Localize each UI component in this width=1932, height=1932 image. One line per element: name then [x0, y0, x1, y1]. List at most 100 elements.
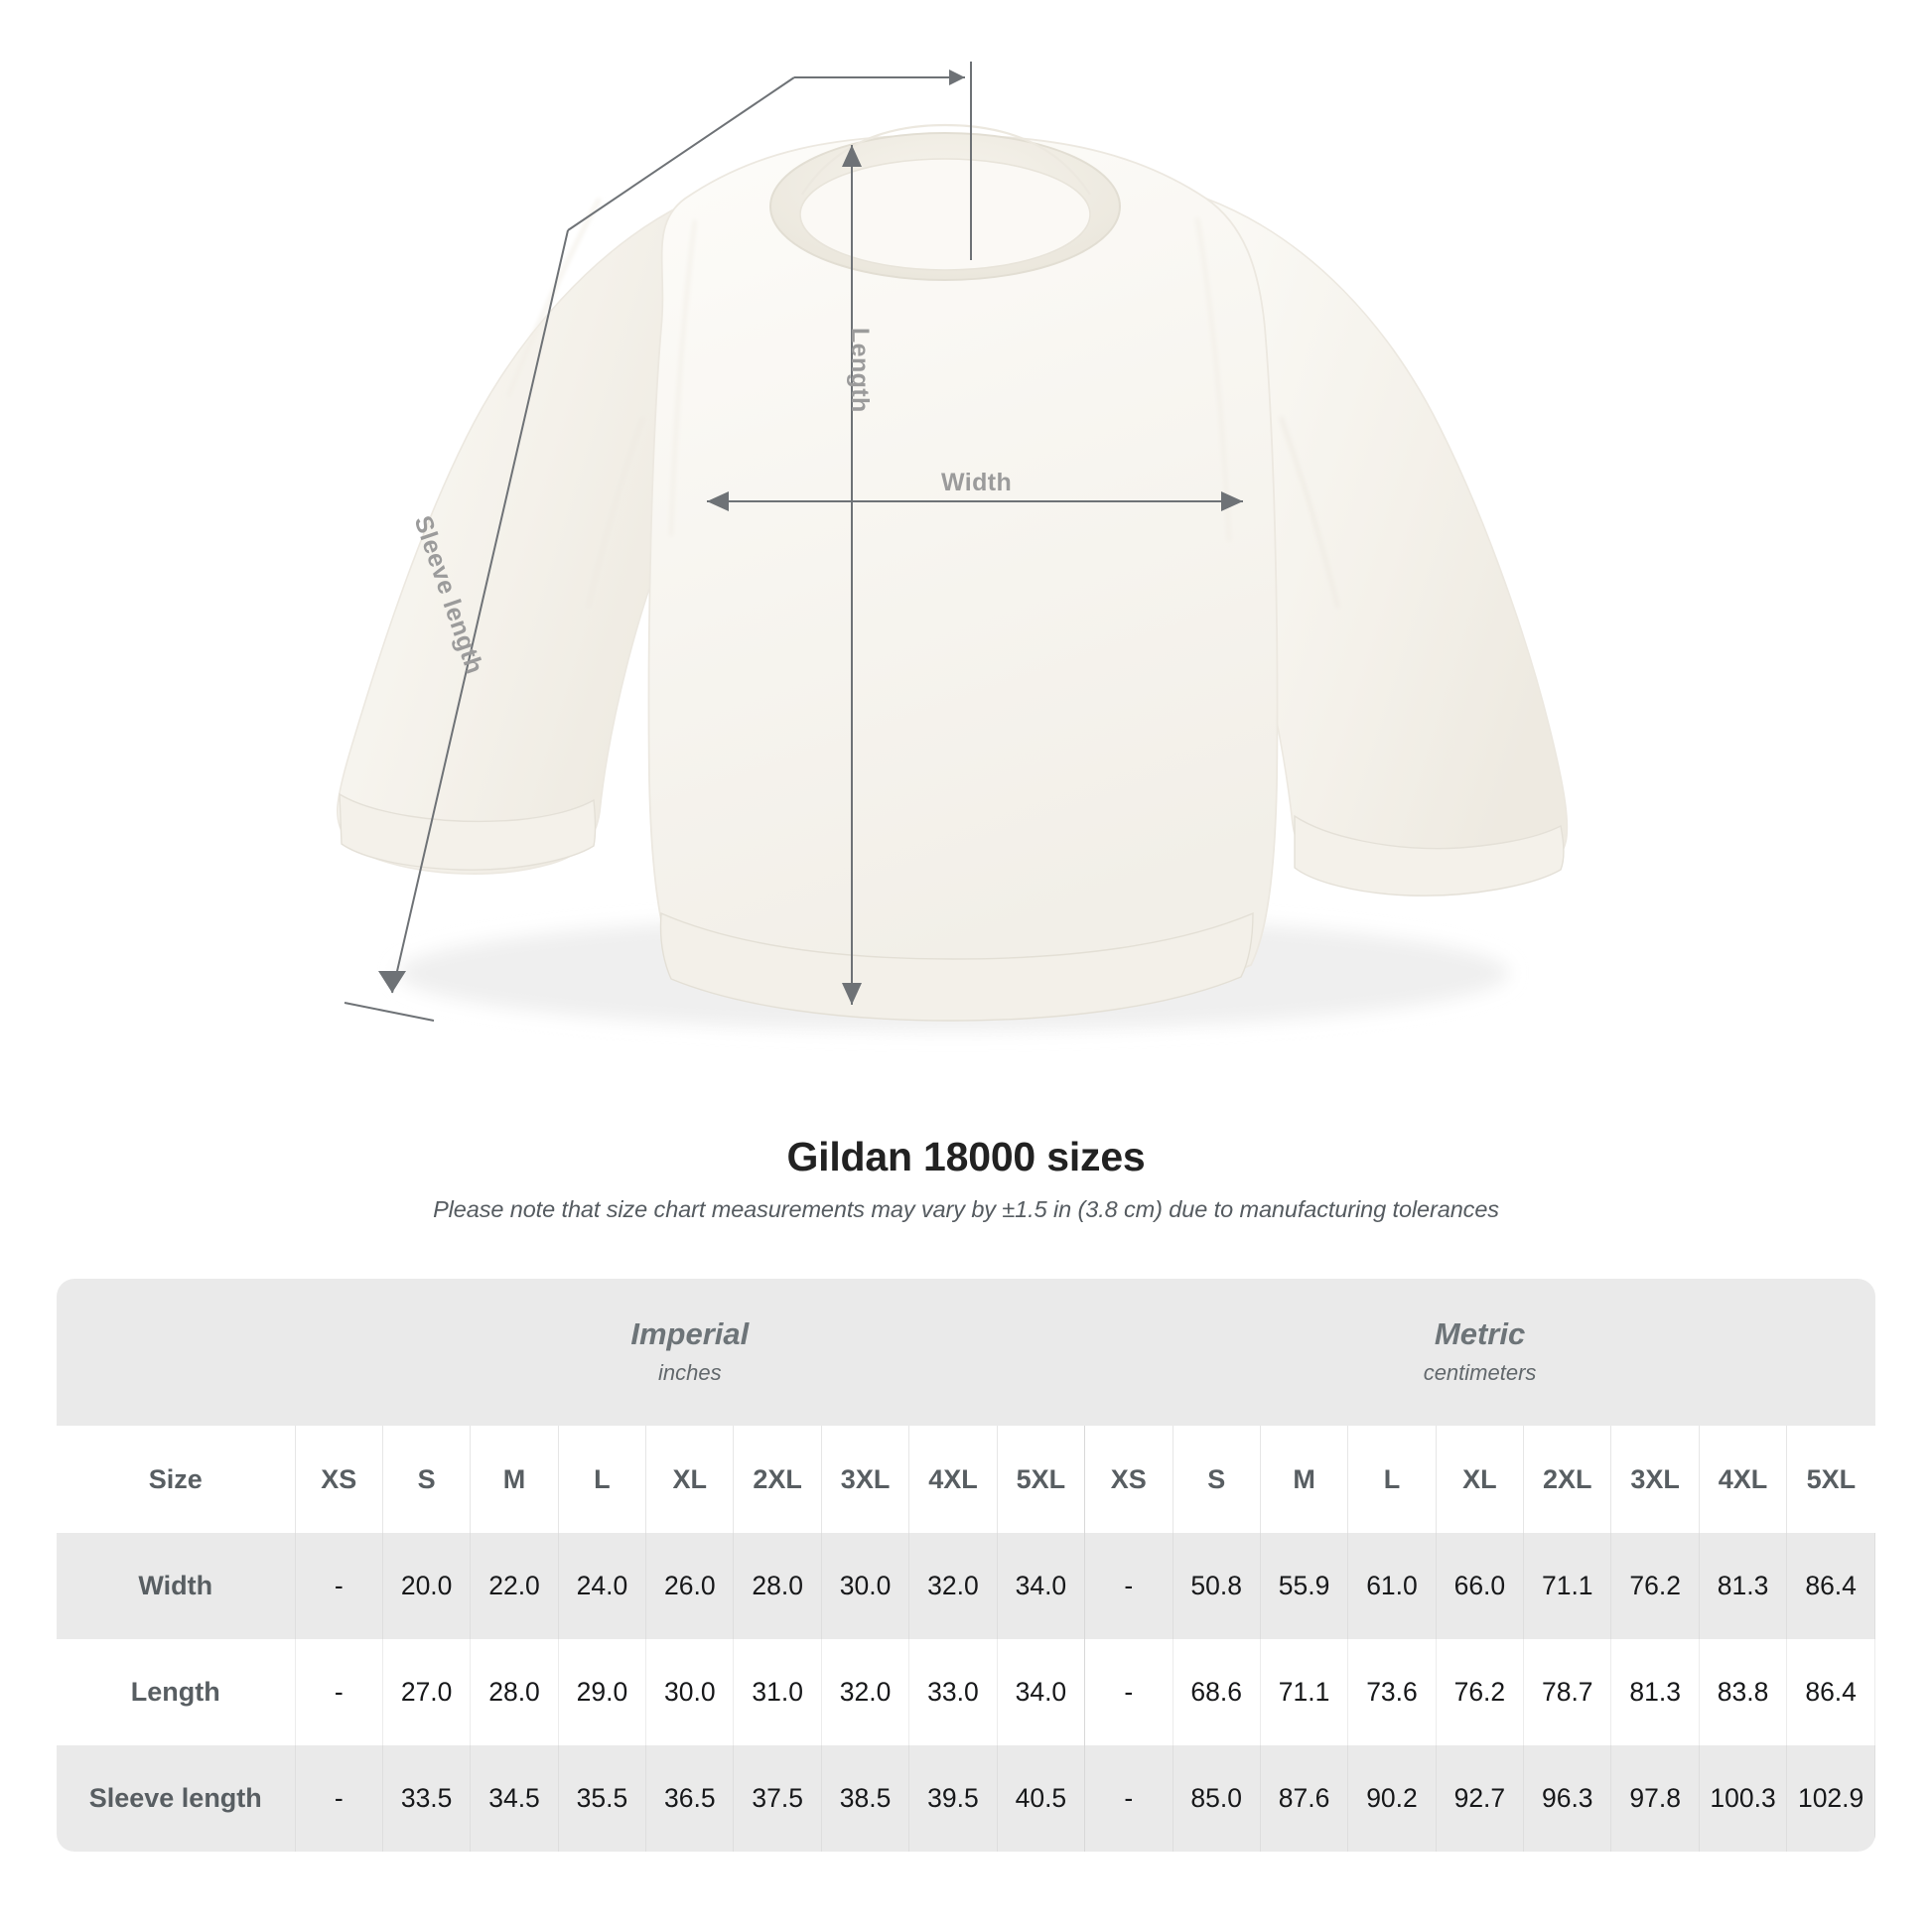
- unit-header-row: Imperial inches Metric centimeters: [57, 1279, 1875, 1426]
- garment-illustration: [337, 62, 1569, 1031]
- row-label-sleeve-length: Sleeve length: [57, 1745, 296, 1852]
- tolerance-note: Please note that size chart measurements…: [433, 1196, 1499, 1223]
- size-col-metric-4xl: 4XL: [1699, 1426, 1788, 1533]
- cell-sleeve-metric-l: 90.2: [1347, 1745, 1437, 1852]
- size-col-imperial-s: S: [382, 1426, 472, 1533]
- cell-sleeve-imperial-l: 35.5: [558, 1745, 647, 1852]
- cell-width-imperial-xs: -: [295, 1533, 383, 1639]
- sleeve-length-line: [391, 229, 569, 994]
- cell-width-metric-2xl: 71.1: [1523, 1533, 1612, 1639]
- cell-width-metric-4xl: 81.3: [1699, 1533, 1788, 1639]
- cell-width-metric-xl: 66.0: [1436, 1533, 1525, 1639]
- sleeve-length-arrowhead: [378, 971, 406, 993]
- row-label-width: Width: [57, 1533, 296, 1639]
- cell-sleeve-metric-m: 87.6: [1260, 1745, 1349, 1852]
- cell-length-imperial-2xl: 31.0: [733, 1639, 822, 1745]
- cell-sleeve-imperial-3xl: 38.5: [821, 1745, 910, 1852]
- cell-length-imperial-xl: 30.0: [645, 1639, 735, 1745]
- size-col-imperial-m: M: [470, 1426, 559, 1533]
- cell-length-imperial-m: 28.0: [470, 1639, 559, 1745]
- size-col-metric-3xl: 3XL: [1610, 1426, 1700, 1533]
- unit-header-metric: Metric centimeters: [1084, 1279, 1875, 1426]
- cell-width-metric-s: 50.8: [1173, 1533, 1261, 1639]
- cell-width-imperial-5xl: 34.0: [997, 1533, 1086, 1639]
- size-chart-table: Imperial inches Metric centimeters Size …: [57, 1279, 1875, 1852]
- cell-sleeve-metric-xs: -: [1084, 1745, 1173, 1852]
- page-title: Gildan 18000 sizes: [786, 1134, 1146, 1179]
- cell-sleeve-metric-xl: 92.7: [1436, 1745, 1525, 1852]
- size-header-label: Size: [57, 1426, 296, 1533]
- cell-width-imperial-l: 24.0: [558, 1533, 647, 1639]
- size-col-imperial-2xl: 2XL: [733, 1426, 822, 1533]
- unit-header-spacer: [57, 1279, 296, 1426]
- cell-length-metric-2xl: 78.7: [1523, 1639, 1612, 1745]
- size-col-metric-s: S: [1173, 1426, 1261, 1533]
- cell-length-metric-l: 73.6: [1347, 1639, 1437, 1745]
- unit-sub-imperial: inches: [658, 1359, 722, 1385]
- size-col-metric-m: M: [1260, 1426, 1349, 1533]
- cell-length-imperial-3xl: 32.0: [821, 1639, 910, 1745]
- cell-sleeve-imperial-m: 34.5: [470, 1745, 559, 1852]
- garment-diagram: Length Width Sleeve length: [337, 62, 1569, 1031]
- cell-length-metric-4xl: 83.8: [1699, 1639, 1788, 1745]
- cell-length-imperial-l: 29.0: [558, 1639, 647, 1745]
- cell-width-metric-l: 61.0: [1347, 1533, 1437, 1639]
- unit-sub-metric: centimeters: [1423, 1359, 1537, 1385]
- size-col-imperial-3xl: 3XL: [821, 1426, 910, 1533]
- size-col-imperial-4xl: 4XL: [908, 1426, 998, 1533]
- cell-sleeve-imperial-2xl: 37.5: [733, 1745, 822, 1852]
- cell-length-metric-5xl: 86.4: [1786, 1639, 1875, 1745]
- size-chart-table-container: Imperial inches Metric centimeters Size …: [57, 1279, 1875, 1852]
- length-arrowhead-top: [842, 145, 862, 167]
- unit-header-imperial: Imperial inches: [295, 1279, 1085, 1426]
- measurement-guides: [344, 62, 1243, 1022]
- size-col-imperial-xl: XL: [645, 1426, 735, 1533]
- unit-name-imperial: Imperial: [630, 1316, 750, 1352]
- size-col-imperial-xs: XS: [295, 1426, 383, 1533]
- table-row: Width - 20.0 22.0 24.0 26.0 28.0 30.0 32…: [57, 1533, 1875, 1639]
- width-arrowhead-right: [1221, 491, 1243, 511]
- row-label-length: Length: [57, 1639, 296, 1745]
- width-measurement-label: Width: [941, 469, 1013, 496]
- table-row: Sleeve length - 33.5 34.5 35.5 36.5 37.5…: [57, 1745, 1875, 1852]
- cell-width-imperial-m: 22.0: [470, 1533, 559, 1639]
- cell-width-imperial-4xl: 32.0: [908, 1533, 998, 1639]
- sleeve-leader-diagonal: [567, 76, 795, 231]
- sweatshirt-graphic: [337, 123, 1569, 1022]
- cell-sleeve-imperial-4xl: 39.5: [908, 1745, 998, 1852]
- unit-name-metric: Metric: [1434, 1316, 1526, 1352]
- width-arrowhead-left: [707, 491, 729, 511]
- cell-length-imperial-5xl: 34.0: [997, 1639, 1086, 1745]
- cell-length-metric-m: 71.1: [1260, 1639, 1349, 1745]
- cell-length-imperial-xs: -: [295, 1639, 383, 1745]
- cell-width-metric-m: 55.9: [1260, 1533, 1349, 1639]
- cell-sleeve-metric-5xl: 102.9: [1786, 1745, 1875, 1852]
- size-col-imperial-5xl: 5XL: [997, 1426, 1086, 1533]
- size-col-metric-l: L: [1347, 1426, 1437, 1533]
- cell-sleeve-imperial-s: 33.5: [382, 1745, 472, 1852]
- cell-width-metric-3xl: 76.2: [1610, 1533, 1700, 1639]
- cell-length-metric-xs: -: [1084, 1639, 1173, 1745]
- cell-length-imperial-s: 27.0: [382, 1639, 472, 1745]
- length-measurement-label: Length: [846, 328, 874, 413]
- cell-length-metric-xl: 76.2: [1436, 1639, 1525, 1745]
- sleeve-leader-arrowhead: [949, 69, 965, 85]
- cell-length-metric-3xl: 81.3: [1610, 1639, 1700, 1745]
- cell-sleeve-imperial-xs: -: [295, 1745, 383, 1852]
- cell-width-imperial-s: 20.0: [382, 1533, 472, 1639]
- cell-length-metric-s: 68.6: [1173, 1639, 1261, 1745]
- size-col-metric-xl: XL: [1436, 1426, 1525, 1533]
- cell-sleeve-metric-2xl: 96.3: [1523, 1745, 1612, 1852]
- cell-width-metric-5xl: 86.4: [1786, 1533, 1875, 1639]
- title-block: Gildan 18000 sizes Please note that size…: [0, 1134, 1932, 1223]
- cell-sleeve-imperial-xl: 36.5: [645, 1745, 735, 1852]
- sleeve-length-end-tick: [344, 1002, 435, 1022]
- cell-width-metric-xs: -: [1084, 1533, 1173, 1639]
- cell-sleeve-imperial-5xl: 40.5: [997, 1745, 1086, 1852]
- cell-sleeve-metric-4xl: 100.3: [1699, 1745, 1788, 1852]
- size-col-imperial-l: L: [558, 1426, 647, 1533]
- cell-sleeve-metric-3xl: 97.8: [1610, 1745, 1700, 1852]
- cell-width-imperial-3xl: 30.0: [821, 1533, 910, 1639]
- cell-width-imperial-xl: 26.0: [645, 1533, 735, 1639]
